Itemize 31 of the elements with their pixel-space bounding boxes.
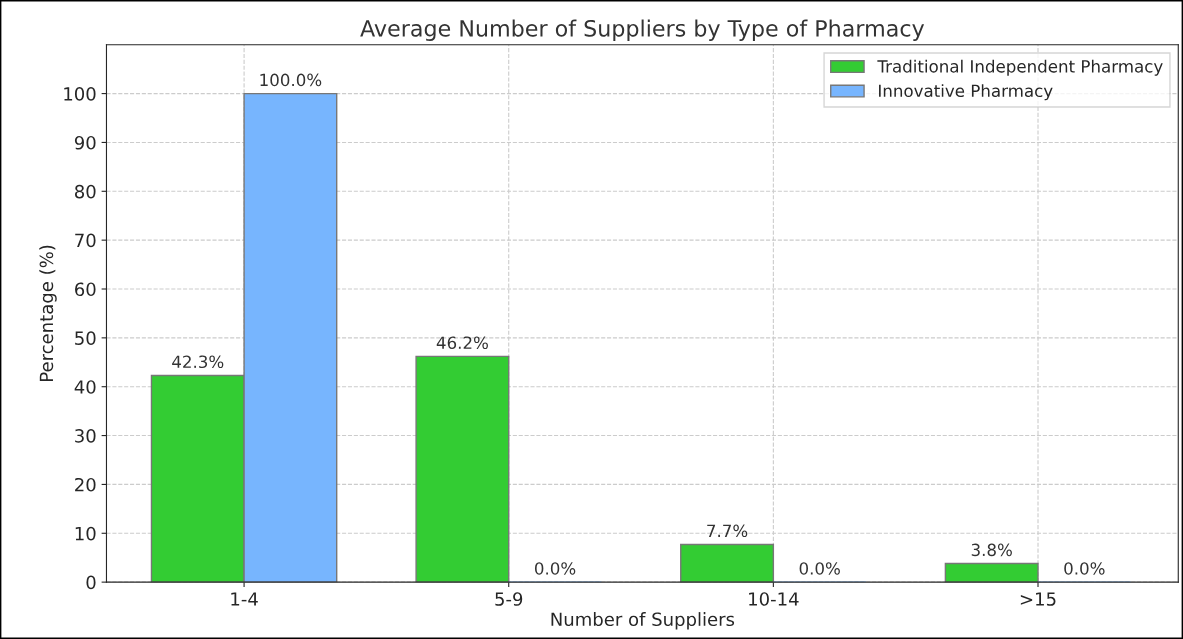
data-label: 0.0%	[534, 562, 576, 575]
legend-label: Traditional Independent Pharmacy	[877, 59, 1163, 76]
x-tick-label: 5-9	[495, 592, 523, 606]
y-tick-label: 10	[75, 526, 96, 541]
y-tick-label: 30	[75, 429, 96, 443]
y-tick-label: 100	[64, 87, 96, 101]
data-label: 46.2%	[436, 336, 488, 350]
data-label: 0.0%	[1064, 562, 1105, 575]
x-axis-title: Number of Suppliers	[551, 612, 735, 630]
legend-label: Innovative Pharmacy	[879, 84, 1053, 101]
bar	[415, 355, 510, 583]
y-tick-label: 0	[86, 575, 96, 590]
x-tick-label: >15	[1020, 592, 1056, 606]
chart-title: Average Number of Suppliers by Type of Pharmacy	[360, 19, 925, 42]
bar	[680, 543, 775, 583]
data-label: 7.7%	[707, 524, 748, 538]
data-label: 42.3%	[172, 355, 224, 369]
data-label: 0.0%	[799, 562, 840, 575]
y-tick-label: 80	[75, 184, 96, 199]
y-tick-label: 60	[75, 282, 96, 297]
data-label: 100.0%	[260, 73, 322, 87]
y-tick-label: 70	[75, 233, 96, 248]
x-tick-label: 10-14	[749, 592, 799, 606]
bar	[944, 562, 1039, 583]
y-axis-title: Percentage (%)	[39, 245, 57, 381]
y-tick-label: 40	[74, 380, 96, 394]
data-label: 3.8%	[971, 543, 1012, 557]
y-tick-label: 90	[74, 135, 96, 150]
y-tick-label: 50	[75, 331, 96, 345]
y-tick-label: 20	[75, 477, 96, 492]
x-tick-label: 1-4	[231, 592, 258, 606]
